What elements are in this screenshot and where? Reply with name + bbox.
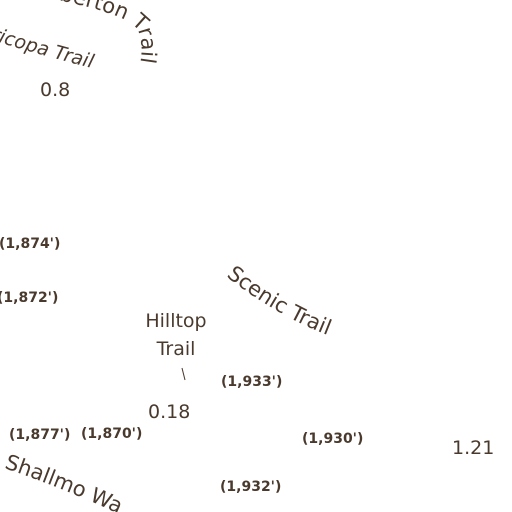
trail-label-hilltop-line2: Trail bbox=[156, 338, 196, 360]
hilltop-leader-line bbox=[181, 367, 186, 381]
elevation-label: (1,874') bbox=[0, 236, 61, 252]
trail-label-hilltop-line1: Hilltop bbox=[145, 310, 207, 332]
elevation-label: (1,870') bbox=[81, 426, 143, 442]
distance-label-hilltop: 0.18 bbox=[148, 401, 191, 423]
trail-label-scenic-text: Scenic Trail bbox=[223, 261, 335, 340]
elevation-label: (1,872') bbox=[0, 290, 59, 306]
elevation-label: (1,933') bbox=[221, 374, 283, 390]
trail-label-maricopa: Maricopa Trail bbox=[0, 0, 97, 73]
trail-label-maricopa-text: Maricopa Trail bbox=[0, 0, 97, 73]
distance-label-maricopa: 0.8 bbox=[40, 79, 71, 101]
trail-label-hilltop: Hilltop Trail bbox=[135, 307, 217, 363]
elevation-label: (1,932') bbox=[220, 479, 282, 495]
trail-label-scenic: Scenic Trail bbox=[223, 261, 335, 340]
elevation-label: (1,877') bbox=[9, 427, 71, 443]
distance-label-east: 1.21 bbox=[452, 437, 495, 459]
elevation-label: (1,930') bbox=[302, 431, 364, 447]
